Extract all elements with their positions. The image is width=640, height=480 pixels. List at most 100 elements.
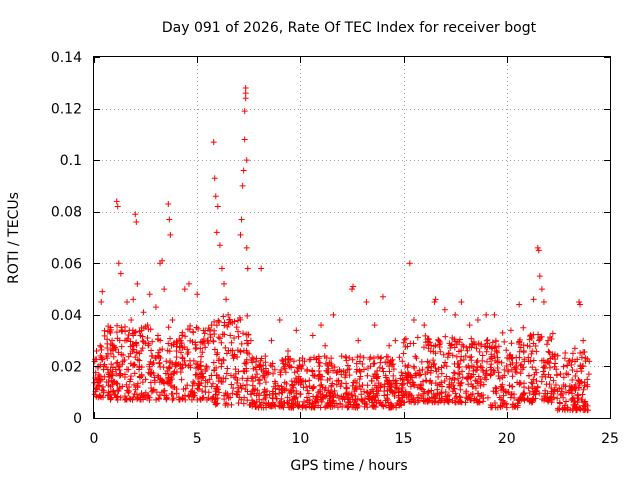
data-point xyxy=(132,354,139,361)
data-point xyxy=(153,396,160,403)
data-point xyxy=(210,337,217,344)
data-point xyxy=(180,386,187,393)
data-point xyxy=(199,349,206,356)
data-point xyxy=(346,366,353,373)
data-point xyxy=(284,359,291,366)
data-point xyxy=(178,376,185,383)
data-point xyxy=(410,317,417,324)
data-point xyxy=(199,388,206,395)
data-point xyxy=(114,359,121,366)
data-point xyxy=(349,356,356,363)
data-point xyxy=(377,383,384,390)
data-point xyxy=(203,363,210,370)
data-point xyxy=(400,399,407,406)
data-point xyxy=(104,392,111,399)
data-point xyxy=(385,354,392,361)
data-point xyxy=(156,360,163,367)
data-point xyxy=(501,366,508,373)
data-point xyxy=(449,375,456,382)
data-point xyxy=(517,380,524,387)
data-point xyxy=(450,385,457,392)
data-point xyxy=(229,320,236,327)
data-point xyxy=(153,389,160,396)
data-point xyxy=(279,389,286,396)
data-point xyxy=(242,90,249,97)
data-point xyxy=(464,347,471,354)
data-point xyxy=(361,388,368,395)
data-point xyxy=(423,377,430,384)
data-point xyxy=(352,396,359,403)
data-point xyxy=(235,328,242,335)
data-point xyxy=(118,324,125,331)
data-point xyxy=(465,374,472,381)
data-point xyxy=(243,157,250,164)
data-point xyxy=(438,395,445,402)
data-point xyxy=(229,347,236,354)
data-point xyxy=(135,395,142,402)
data-point xyxy=(288,378,295,385)
data-point xyxy=(175,394,182,401)
data-point xyxy=(315,367,322,374)
data-point xyxy=(539,396,546,403)
data-point xyxy=(252,364,259,371)
data-point xyxy=(239,375,246,382)
data-point xyxy=(243,244,250,251)
data-point xyxy=(422,397,429,404)
data-point xyxy=(350,379,357,386)
data-point xyxy=(270,399,277,406)
data-point xyxy=(184,382,191,389)
data-point xyxy=(392,337,399,344)
data-point xyxy=(360,366,367,373)
data-point xyxy=(218,363,225,370)
data-point xyxy=(245,340,252,347)
data-point xyxy=(126,327,133,334)
data-point xyxy=(318,322,325,329)
data-point xyxy=(294,364,301,371)
data-point xyxy=(392,388,399,395)
data-point xyxy=(521,358,528,365)
data-point xyxy=(228,401,235,408)
data-point xyxy=(248,375,255,382)
data-point xyxy=(463,344,470,351)
data-point xyxy=(379,293,386,300)
data-point xyxy=(109,347,116,354)
data-point xyxy=(236,314,243,321)
data-point xyxy=(177,365,184,372)
data-point xyxy=(358,391,365,398)
data-point xyxy=(437,348,444,355)
data-point xyxy=(209,380,216,387)
data-point xyxy=(214,395,221,402)
data-point xyxy=(108,377,115,384)
data-point xyxy=(229,390,236,397)
data-point xyxy=(190,329,197,336)
data-point xyxy=(211,366,218,373)
data-point xyxy=(551,386,558,393)
data-point xyxy=(366,393,373,400)
data-point xyxy=(413,355,420,362)
y-tick-label: 0.04 xyxy=(51,308,82,324)
data-point xyxy=(125,353,132,360)
data-point xyxy=(451,361,458,368)
data-point xyxy=(349,382,356,389)
data-point xyxy=(203,365,210,372)
data-point xyxy=(475,399,482,406)
data-point xyxy=(111,391,118,398)
data-point xyxy=(404,380,411,387)
data-point xyxy=(244,388,251,395)
data-point xyxy=(311,372,318,379)
data-point xyxy=(111,344,118,351)
data-point xyxy=(109,368,116,375)
data-point xyxy=(96,382,103,389)
data-point xyxy=(503,347,510,354)
data-point xyxy=(139,393,146,400)
data-point xyxy=(452,311,459,318)
data-point xyxy=(508,355,515,362)
data-point xyxy=(562,350,569,357)
data-point xyxy=(459,341,466,348)
data-point xyxy=(367,363,374,370)
data-point xyxy=(317,382,324,389)
data-point xyxy=(119,383,126,390)
data-point xyxy=(428,367,435,374)
data-point xyxy=(573,407,580,414)
